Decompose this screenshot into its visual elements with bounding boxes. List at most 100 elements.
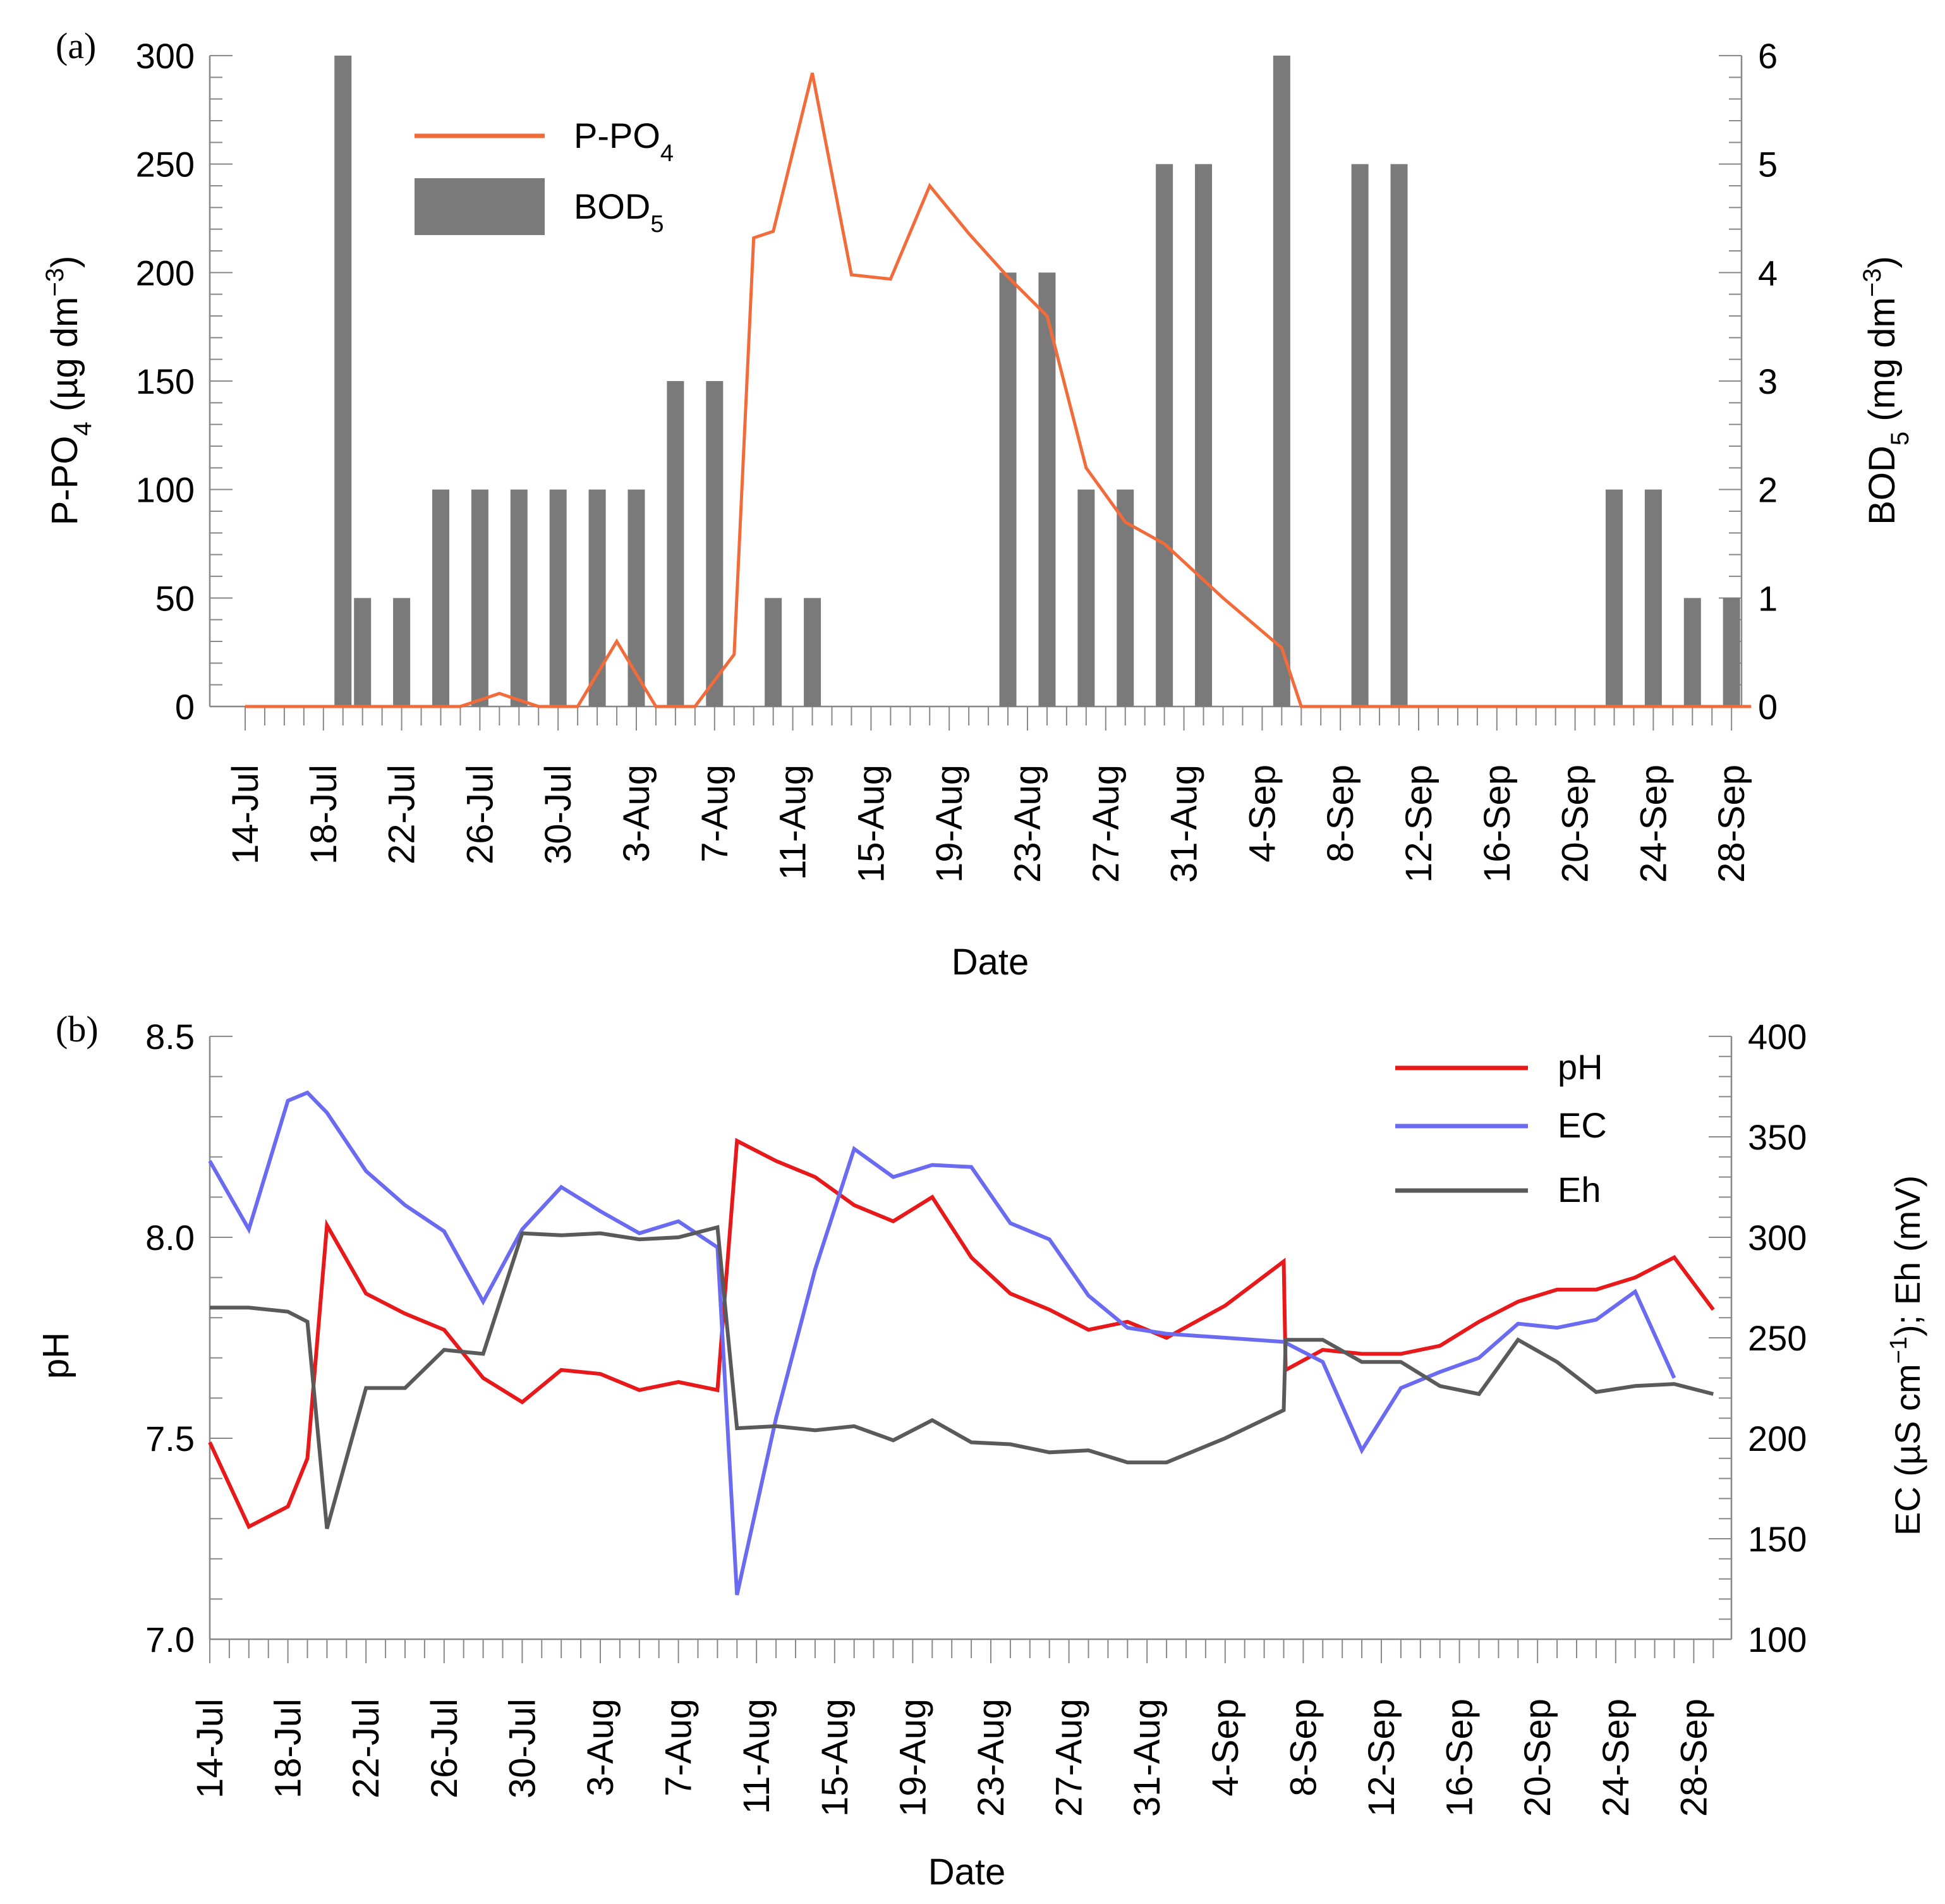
panel-a-x-tick-label: 11-Aug	[773, 765, 814, 880]
panel-a-bar-bod5	[1683, 598, 1701, 706]
panel-b-x-tick-label: 19-Aug	[892, 1699, 933, 1817]
panel-a-y-right-label-main: BOD	[1862, 446, 1903, 525]
panel-a-bar-bod5	[706, 381, 724, 706]
panel-b-y-left-tick-label: 7.0	[145, 1620, 195, 1659]
panel-a-bar-bod5	[510, 489, 528, 706]
panel-a-x-tick-label: 15-Aug	[851, 765, 892, 883]
panel-a-y-right-tick-label: 6	[1758, 36, 1778, 76]
panel-a-y-right-label-sub: 5	[1886, 432, 1914, 446]
panel-a-x-tick-label: 12-Sep	[1398, 765, 1439, 883]
panel-a-y-left-tick-label: 250	[136, 145, 195, 185]
panel-a-bar-bod5	[627, 489, 645, 706]
panel-a-legend: P-PO4 BOD5	[415, 116, 674, 238]
panel-a-legend-bar-sub: 5	[650, 211, 663, 238]
panel-a-legend-bar-label: BOD5	[574, 186, 664, 238]
panel-b-x-tick-label: 7-Aug	[658, 1699, 700, 1797]
panel-a-y-left-label-end: )	[44, 256, 85, 268]
panel-b-series-ph	[208, 1137, 1715, 1529]
panel-a-bar-bod5	[334, 56, 352, 706]
panel-b-x-tick-label: 30-Jul	[502, 1699, 543, 1798]
panel-a-y-right-tick-label: 5	[1758, 145, 1778, 185]
panel-a-y-right-tick-label: 0	[1758, 687, 1778, 727]
panel-a-x-tick-label: 20-Sep	[1555, 765, 1596, 883]
panel-a-x-tick-label: 18-Jul	[303, 765, 344, 864]
panel-a-bar-bod5	[1195, 164, 1213, 707]
panel-a-y-right-label-unit: (mg dm	[1862, 297, 1903, 432]
panel-a-bar-bod5	[393, 598, 411, 706]
panel-a-x-tick-label: 3-Aug	[616, 765, 657, 863]
panel-b-x-tick-label: 14-Jul	[190, 1699, 231, 1798]
panel-a-x-tick-label: 24-Sep	[1633, 765, 1674, 883]
panel-b-plot: 7.0 7.5 8.0 8.5 100 150 200 250 300 350 400 14-Jul 1…	[145, 1017, 1807, 1817]
panel-b-x-tick-label: 8-Sep	[1283, 1699, 1324, 1797]
panel-b-y-left-tick-label: 8.0	[145, 1218, 195, 1258]
panel-b-legend-eh-label: Eh	[1558, 1170, 1601, 1210]
panel-a-plot: 0 50 100 150 200 250 300 0 1 2 3 4 5 6 14-Jul 18-Jul 22-…	[136, 36, 1778, 883]
panel-a-x-tick-label: 23-Aug	[1007, 765, 1048, 883]
panel-a-bar-bod5	[432, 489, 449, 706]
panel-a-bar-bod5	[1351, 164, 1369, 707]
panel-a-bar-bod5	[1273, 56, 1290, 706]
panel-a-y-right-tick-label: 3	[1758, 361, 1778, 401]
panel-a-y-left-label-main: P-PO	[44, 436, 85, 526]
panel-b-x-axis-label: Date	[928, 1852, 1006, 1893]
panel-a-bar-bod5	[354, 598, 372, 706]
panel-b-x-tick-label: 20-Sep	[1517, 1699, 1558, 1817]
chart-marks: 0 50 100 150 200 250 300 0 1 2 3 4 5 6 14-Jul 18-Jul 22-…	[136, 36, 1807, 1817]
panel-b-y-right-tick-label: 100	[1748, 1620, 1807, 1659]
panel-b-x-tick-label: 16-Sep	[1439, 1699, 1481, 1817]
panel-a-x-tick-label: 28-Sep	[1711, 765, 1752, 883]
panel-a-bar-bod5	[471, 489, 488, 706]
panel-b-legend-ec-label: EC	[1558, 1105, 1607, 1145]
panel-a-x-tick-label: 4-Sep	[1242, 765, 1283, 863]
panel-a-y-right-label-sup: −3	[1858, 269, 1886, 298]
panel-a-bar-bod5	[1723, 598, 1740, 706]
panel-a-y-right-tick-label: 4	[1758, 253, 1778, 293]
panel-b-y-right-tick-label: 400	[1748, 1017, 1807, 1057]
panel-a-x-tick-label: 7-Aug	[694, 765, 736, 863]
panel-a-y-left-tick-label: 50	[155, 578, 195, 618]
panel-b-y-right-label-b: ); Eh (mV)	[1887, 1175, 1927, 1337]
panel-b-y-right-tick-label: 250	[1748, 1318, 1807, 1358]
panel-a-y-left-label-sub: 4	[69, 421, 97, 435]
panel-a-bar-bod5	[1390, 164, 1408, 707]
panel-b-x-tick-label: 22-Jul	[346, 1699, 387, 1798]
panel-b-y-right-tick-label: 150	[1748, 1519, 1807, 1559]
panel-a-x-axis-label: Date	[952, 942, 1029, 983]
panel-b-x-tick-label: 11-Aug	[736, 1699, 777, 1814]
panel-a-bar-bod5	[1077, 489, 1095, 706]
panel-b-y-right-label-sup: −1	[1886, 1337, 1912, 1364]
panel-a-y-left-tick-label: 150	[136, 361, 195, 401]
panel-b-y-left-label: pH	[35, 1332, 76, 1379]
panel-b-y-left-tick-label: 7.5	[145, 1419, 195, 1458]
panel-b-y-right-tick-label: 200	[1748, 1419, 1807, 1458]
panel-a-y-left-tick-label: 300	[136, 36, 195, 76]
panel-a-bar-bod5	[1038, 272, 1056, 706]
panel-a-y-right-tick-label: 1	[1758, 578, 1778, 618]
panel-b-x-tick-label: 24-Sep	[1596, 1699, 1637, 1817]
panel-b-y-right-tick-label: 350	[1748, 1117, 1807, 1157]
panel-a-bar-bod5	[1644, 489, 1662, 706]
panel-b-x-tick-label: 15-Aug	[815, 1699, 856, 1817]
panel-b-y-right-label-a: EC (µS cm	[1887, 1364, 1927, 1536]
panel-a-y-left-tick-label: 200	[136, 253, 195, 293]
panel-b-y-right-label: EC (µS cm−1); Eh (mV)	[1886, 1175, 1927, 1536]
panel-b-x-tick-label: 3-Aug	[580, 1699, 621, 1797]
panel-a-bar-bod5	[804, 598, 821, 706]
panel-b-series-ec	[208, 1090, 1676, 1596]
panel-b-legend-ph-label: pH	[1558, 1047, 1603, 1087]
panel-a-legend-bar-swatch	[415, 178, 545, 235]
panel-a-bar-bod5	[549, 489, 567, 706]
panel-a-bar-bod5	[765, 598, 782, 706]
panel-b-label: (b)	[56, 1009, 99, 1050]
panel-b-y-left-tick-label: 8.5	[145, 1017, 195, 1057]
panel-a-x-tick-label: 31-Aug	[1164, 765, 1205, 883]
panel-a-y-left-tick-label: 0	[175, 687, 195, 727]
panel-a-x-tick-label: 16-Sep	[1477, 765, 1518, 883]
panel-b-x-tick-label: 12-Sep	[1361, 1699, 1402, 1817]
panel-a-y-right-label-end: )	[1862, 256, 1903, 268]
panel-a-bar-bod5	[999, 272, 1017, 706]
panel-a-legend-bar-main: BOD	[574, 186, 650, 226]
